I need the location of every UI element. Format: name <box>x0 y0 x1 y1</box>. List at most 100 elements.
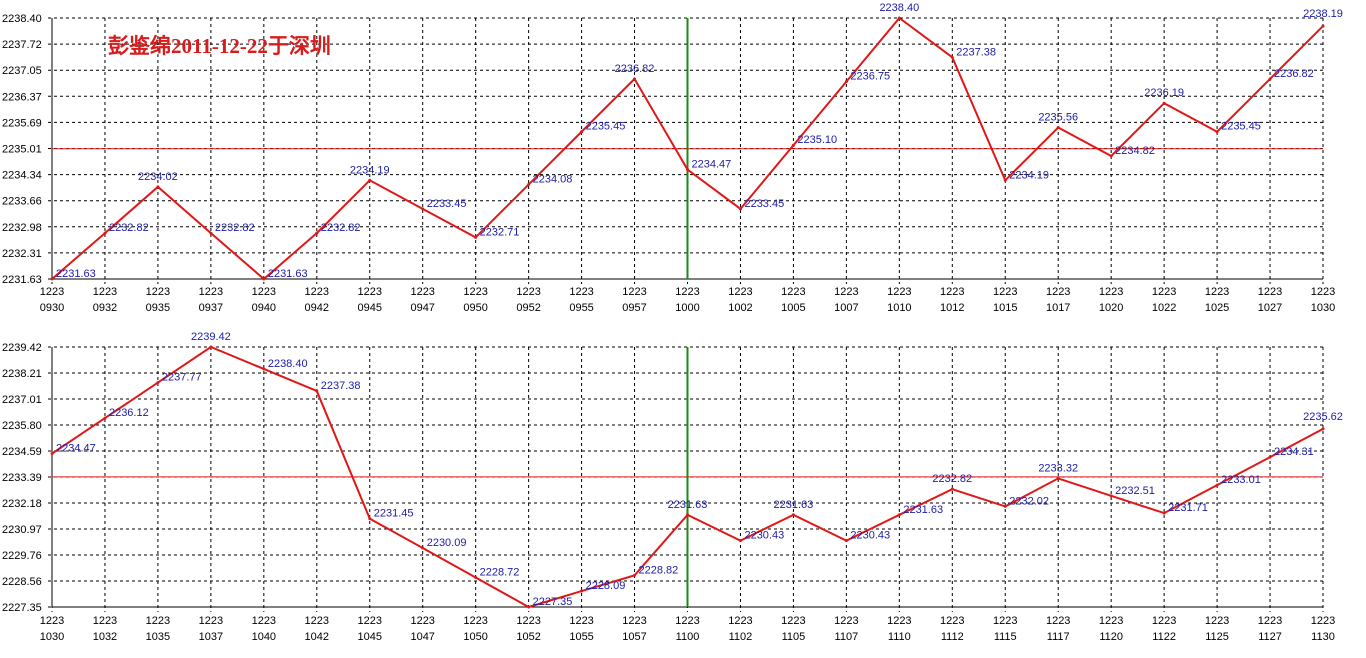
x-tick-label-bottom: 1010 <box>887 302 911 314</box>
x-tick-label-top: 1223 <box>993 615 1017 627</box>
data-point <box>1215 483 1219 487</box>
x-tick-label-top: 1223 <box>410 286 434 298</box>
x-tick-label-top: 1223 <box>940 615 964 627</box>
x-tick-label-bottom: 1045 <box>358 631 382 643</box>
x-tick-label-top: 1223 <box>728 286 752 298</box>
x-tick-label-bottom: 1022 <box>1152 302 1176 314</box>
y-tick-label: 2235.01 <box>2 144 42 156</box>
data-label: 2228.09 <box>586 580 626 592</box>
data-point <box>474 575 478 579</box>
data-point <box>209 231 213 235</box>
x-tick-label-top: 1223 <box>1205 286 1229 298</box>
x-tick-label-bottom: 1027 <box>1258 302 1282 314</box>
y-tick-label: 2238.21 <box>2 368 42 380</box>
y-tick-label: 2232.98 <box>2 222 42 234</box>
data-point <box>262 367 266 371</box>
y-tick-label: 2237.72 <box>2 39 42 51</box>
y-tick-label: 2234.34 <box>2 170 42 182</box>
x-tick-label-top: 1223 <box>358 615 382 627</box>
x-tick-label-top: 1223 <box>516 615 540 627</box>
data-label: 2231.71 <box>1168 502 1208 514</box>
x-tick-label-top: 1223 <box>305 615 329 627</box>
data-point <box>791 143 795 147</box>
data-label: 2233.01 <box>1221 474 1261 486</box>
data-label: 2235.10 <box>797 134 837 146</box>
x-tick-label-top: 1223 <box>1205 615 1229 627</box>
data-point <box>738 207 742 211</box>
data-label: 2234.02 <box>138 171 178 183</box>
x-tick-label-bottom: 0930 <box>40 302 64 314</box>
data-point <box>686 513 689 517</box>
x-tick-label-bottom: 1007 <box>834 302 858 314</box>
x-tick-label-top: 1223 <box>1311 286 1335 298</box>
x-tick-label-top: 1223 <box>358 286 382 298</box>
data-point <box>844 539 848 543</box>
x-tick-label-top: 1223 <box>1258 615 1282 627</box>
y-tick-label: 2228.56 <box>2 576 42 588</box>
x-tick-label-bottom: 1100 <box>676 631 700 643</box>
data-label: 2236.75 <box>850 71 890 83</box>
x-tick-label-bottom: 1105 <box>782 631 806 643</box>
y-tick-label: 2239.42 <box>2 342 42 354</box>
x-tick-label-top: 1223 <box>940 286 964 298</box>
x-tick-label-top: 1223 <box>1152 286 1176 298</box>
x-tick-label-bottom: 1052 <box>516 631 540 643</box>
x-tick-label-top: 1223 <box>622 286 646 298</box>
data-label: 2231.63 <box>56 268 96 280</box>
x-tick-label-top: 1223 <box>252 615 276 627</box>
x-tick-label-bottom: 1037 <box>199 631 223 643</box>
x-tick-label-top: 1223 <box>463 286 487 298</box>
data-label: 2234.19 <box>350 164 390 176</box>
data-point <box>103 416 107 420</box>
x-tick-label-top: 1223 <box>622 615 646 627</box>
data-point <box>950 55 954 59</box>
x-tick-label-bottom: 0955 <box>569 302 593 314</box>
data-point <box>791 513 795 517</box>
data-point <box>1109 494 1113 498</box>
data-point <box>103 231 107 235</box>
x-tick-label-top: 1223 <box>569 286 593 298</box>
x-tick-label-top: 1223 <box>675 615 699 627</box>
x-tick-label-bottom: 1025 <box>1205 302 1229 314</box>
x-tick-label-top: 1223 <box>834 286 858 298</box>
x-tick-label-bottom: 1055 <box>569 631 593 643</box>
data-point <box>950 487 954 491</box>
x-tick-label-top: 1223 <box>93 286 117 298</box>
data-point <box>1321 24 1325 28</box>
data-label: 2236.19 <box>1144 87 1184 99</box>
x-tick-label-bottom: 1017 <box>1046 302 1070 314</box>
x-tick-label-bottom: 1012 <box>940 302 964 314</box>
x-tick-label-top: 1223 <box>516 286 540 298</box>
data-label: 2228.82 <box>639 564 679 576</box>
data-point <box>897 16 901 20</box>
x-tick-label-bottom: 1047 <box>410 631 434 643</box>
data-label: 2227.35 <box>533 596 573 608</box>
x-tick-label-bottom: 1057 <box>622 631 646 643</box>
x-tick-label-bottom: 0957 <box>622 302 646 314</box>
data-label: 2231.63 <box>668 499 708 511</box>
x-tick-label-bottom: 1040 <box>252 631 276 643</box>
data-label: 2238.40 <box>268 358 308 370</box>
x-tick-label-bottom: 1020 <box>1099 302 1123 314</box>
x-tick-label-bottom: 1005 <box>781 302 805 314</box>
x-tick-label-bottom: 0942 <box>305 302 329 314</box>
x-tick-label-bottom: 1000 <box>675 302 699 314</box>
x-tick-label-top: 1223 <box>781 615 805 627</box>
data-point <box>262 277 266 281</box>
data-label: 2233.45 <box>427 198 467 210</box>
data-label: 2234.82 <box>1115 145 1155 157</box>
data-label: 2230.09 <box>427 537 467 549</box>
y-tick-label: 2227.35 <box>2 602 42 614</box>
x-tick-label-top: 1223 <box>305 286 329 298</box>
data-label: 2235.45 <box>1221 121 1261 133</box>
x-tick-label-bottom: 0950 <box>463 302 487 314</box>
x-tick-label-top: 1223 <box>887 286 911 298</box>
y-tick-label: 2229.76 <box>2 550 42 562</box>
data-point <box>1321 427 1325 431</box>
data-point <box>527 605 531 609</box>
y-tick-label: 2233.66 <box>2 196 42 208</box>
data-point <box>1268 455 1272 459</box>
y-tick-label: 2230.97 <box>2 524 42 536</box>
data-point <box>368 517 372 521</box>
x-tick-label-bottom: 1122 <box>1152 631 1176 643</box>
